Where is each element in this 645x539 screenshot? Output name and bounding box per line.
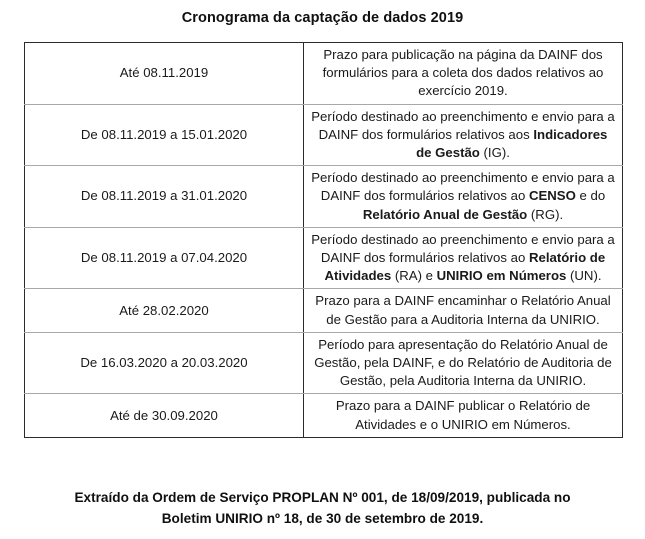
cell-description: Prazo para a DAINF publicar o Relatório … (303, 393, 623, 438)
cell-period: Até de 30.09.2020 (24, 393, 304, 438)
schedule-table: Até 08.11.2019 Prazo para publicação na p… (24, 42, 623, 438)
cell-description: Período destinado ao preenchimento e env… (303, 165, 623, 228)
cell-period: De 08.11.2019 a 31.01.2020 (24, 165, 304, 228)
table-row: De 08.11.2019 a 31.01.2020 Período destin… (24, 165, 623, 228)
cell-period: De 08.11.2019 a 15.01.2020 (24, 103, 304, 167)
table-row: De 16.03.2020 a 20.03.2020 Período para a… (24, 331, 623, 395)
cell-period: Até 08.11.2019 (24, 42, 304, 105)
cell-description: Prazo para publicação na página da DAINF… (303, 42, 623, 105)
footer-line-2: Boletim UNIRIO nº 18, de 30 de setembro … (161, 511, 484, 526)
page-title: Cronograma da captação de dados 2019 (181, 10, 464, 26)
cell-description: Período destinado ao preenchimento e env… (303, 226, 623, 290)
cell-description: Prazo para a DAINF encaminhar o Relatóri… (303, 288, 623, 333)
table-row: De 08.11.2019 a 07.04.2020 Período destin… (24, 226, 623, 290)
table-row: Até de 30.09.2020 Prazo para a DAINF publ… (24, 393, 623, 438)
cell-period: De 16.03.2020 a 20.03.2020 (24, 331, 304, 395)
cell-period: De 08.11.2019 a 07.04.2020 (24, 226, 304, 290)
document-footer: Extraído da Ordem de Serviço PROPLAN Nº … (0, 487, 645, 529)
cell-description: Período para apresentação do Relatório A… (303, 331, 623, 395)
table-row: Até 08.11.2019 Prazo para publicação na p… (24, 42, 623, 105)
cell-period: Até 28.02.2020 (24, 288, 304, 333)
table-row: De 08.11.2019 a 15.01.2020 Período destin… (24, 103, 623, 167)
footer-line-1: Extraído da Ordem de Serviço PROPLAN Nº … (74, 490, 571, 505)
cell-description: Período destinado ao preenchimento e env… (303, 103, 623, 167)
schedule-table-body: Até 08.11.2019 Prazo para publicação na p… (24, 42, 623, 438)
table-row: Até 28.02.2020 Prazo para a DAINF encamin… (24, 288, 623, 333)
